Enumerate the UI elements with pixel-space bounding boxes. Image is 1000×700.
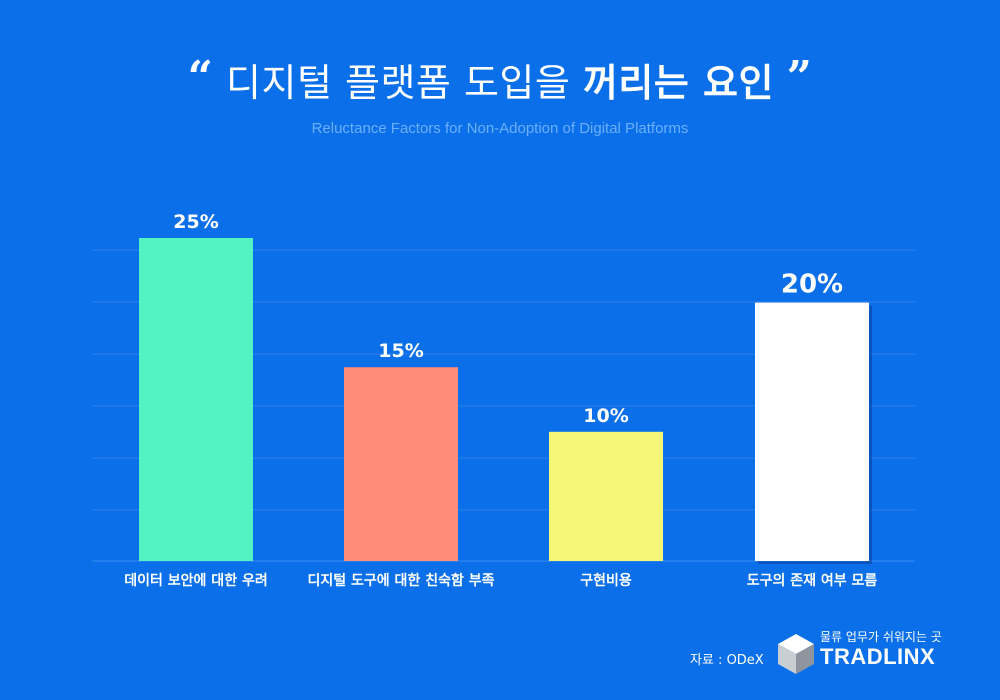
title-bold: 꺼리는 요인: [582, 61, 774, 105]
source-note: 자료 : ODeX: [690, 653, 764, 668]
data-label: 20%: [781, 270, 843, 300]
category-label: 디지털 도구에 대한 친숙함 부족: [308, 572, 495, 589]
chart-subtitle: Reluctance Factors for Non-Adoption of D…: [311, 120, 689, 137]
category-label: 도구의 존재 여부 모름: [747, 572, 878, 589]
quote-close: ”: [786, 52, 813, 103]
brand-name: TRADLINX: [820, 644, 936, 669]
cube-logo-icon: [778, 634, 814, 674]
data-label: 10%: [583, 405, 628, 427]
bar: [344, 367, 458, 561]
bar: [549, 431, 663, 561]
category-label: 구현비용: [580, 573, 632, 589]
category-label: 데이터 보안에 대한 우려: [124, 572, 267, 589]
chart-title: “ 디지털 플랫폼 도입을 꺼리는 요인 ”: [0, 52, 1000, 107]
data-label: 15%: [378, 340, 423, 362]
brand-tagline: 물류 업무가 쉬워지는 곳: [820, 630, 942, 644]
bar: [755, 302, 869, 561]
bar: [139, 238, 253, 561]
title-light: 디지털 플랫폼 도입을: [226, 61, 571, 105]
quote-open: “: [187, 52, 214, 103]
data-label: 25%: [173, 211, 218, 233]
